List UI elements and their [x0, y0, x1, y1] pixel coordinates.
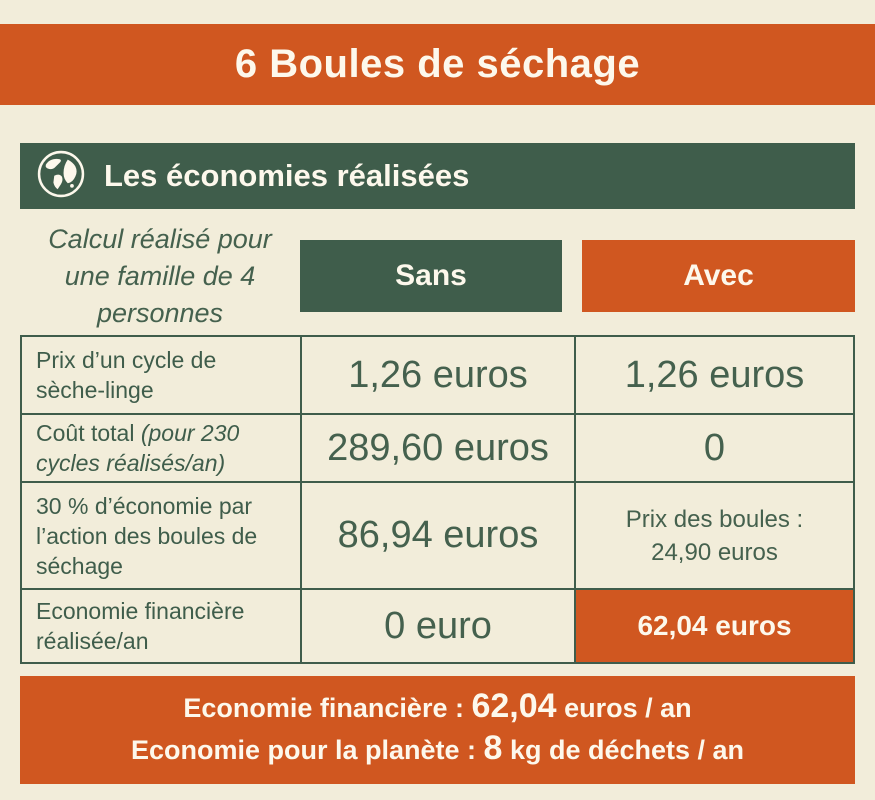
cell-avec-balls-price: Prix des boules : 24,90 euros [576, 483, 853, 588]
cell-sans-financial-saving: 0 euro [302, 590, 574, 662]
globe-icon [34, 147, 88, 206]
content-area: Les économies réalisées Calcul réalisé p… [20, 143, 855, 784]
title-banner: 6 Boules de séchage [0, 24, 875, 105]
cell-sans-cycle-price: 1,26 euros [302, 337, 574, 413]
section-title: Les économies réalisées [104, 158, 470, 193]
row-label-savings-30pct: 30 % d’économie par l’action des boules … [22, 483, 300, 588]
summary-financial: Economie financière : 62,04 euros / an [183, 687, 692, 725]
summary-planet-value: 8 [483, 729, 503, 767]
column-header-avec: Avec [582, 240, 855, 312]
page-title: 6 Boules de séchage [234, 42, 641, 86]
cell-sans-total-cost: 289,60 euros [302, 415, 574, 481]
cell-avec-cycle-price: 1,26 euros [576, 337, 853, 413]
row-label-total-cost: Coût total (pour 230 cycles réalisés/an) [22, 415, 300, 481]
row-label-financial-saving: Economie financière réalisée/an [22, 590, 300, 662]
row-label-cycle-price: Prix d’un cycle de sèche-linge [22, 337, 300, 413]
table-header-row: Calcul réalisé pour une famille de 4 per… [20, 217, 855, 335]
summary-planet: Economie pour la planète : 8 kg de déche… [130, 729, 745, 767]
savings-table: Prix d’un cycle de sèche-linge 1,26 euro… [20, 335, 855, 664]
cell-sans-savings-30pct: 86,94 euros [302, 483, 574, 588]
row-label-total-cost-note: (pour 230 cycles réalisés/an) [36, 420, 240, 476]
top-margin [0, 0, 875, 24]
section-header-bar: Les économies réalisées [20, 143, 855, 209]
summary-banner: Economie financière : 62,04 euros / an E… [20, 676, 855, 784]
column-header-sans: Sans [300, 240, 562, 312]
cell-avec-total-cost: 0 [576, 415, 853, 481]
summary-financial-value: 62,04 [471, 687, 557, 725]
cell-avec-financial-saving: 62,04 euros [576, 590, 853, 662]
calculation-note: Calcul réalisé pour une famille de 4 per… [48, 223, 272, 328]
